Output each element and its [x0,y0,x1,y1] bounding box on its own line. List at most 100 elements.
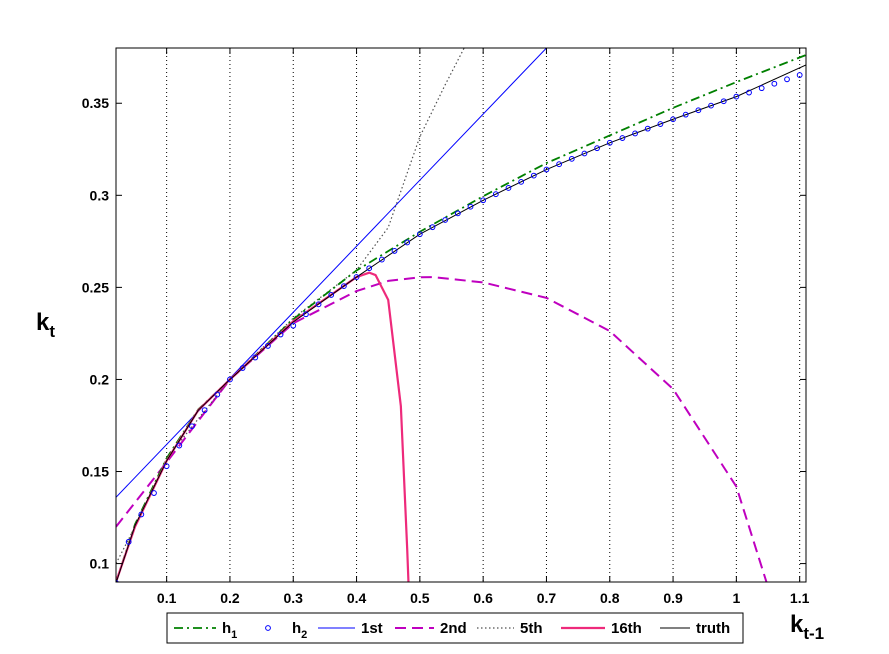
legend: h1 h2 1st 2nd 5th 16th truth [166,612,744,644]
data-point [746,89,752,96]
x-tick-label: 0.2 [220,590,240,606]
y-tick-label: 0.1 [90,556,110,572]
x-tick-label: 0.3 [284,590,304,606]
data-point [366,265,373,272]
legend-label-main: 16th [611,620,642,637]
legend-label: h2 [292,620,307,641]
legend-label: 5th [520,620,543,637]
y-axis-label-main: k [36,309,50,336]
legend-label-main: 1st [361,620,383,637]
x-tick-label: 0.6 [473,590,493,606]
legend-label: 2nd [440,620,467,637]
y-tick-label: 0.35 [82,95,109,111]
x-tick-label: 0.8 [600,590,620,606]
legend-label-main: 2nd [440,620,467,637]
data-point [214,391,221,398]
data-point [632,130,638,137]
data-point [151,490,157,496]
x-tick-label: 0.1 [157,590,177,606]
y-axis-label: kt [36,309,55,341]
data-point [277,331,284,338]
data-point [733,93,740,100]
x-tick-label: 0.5 [410,590,430,606]
legend-label: truth [696,620,730,637]
data-point [176,442,183,449]
y-tick-label: 0.15 [82,464,109,480]
data-point [315,301,322,308]
data-point [657,121,664,127]
legend-label-sub: 2 [301,629,307,641]
x-tick-label: 1.1 [790,590,810,606]
legend-label-sub: 1 [231,629,237,641]
data-point [340,283,347,289]
data-point [720,98,727,105]
data-point [606,139,613,146]
data-point [758,85,765,92]
data-point [429,224,436,231]
data-point [505,185,512,191]
data-point [416,231,423,238]
legend-box [166,612,744,644]
legend-item-1st: 1st [318,620,383,637]
data-point [353,274,360,280]
data-point [252,354,259,361]
data-point [378,256,385,263]
data-point [265,343,271,349]
x-axis-label-sub: t-1 [803,624,824,643]
x-tick-label: 0.7 [537,590,557,606]
data-point [239,365,246,371]
series-layer [116,48,806,582]
data-point [125,538,132,545]
data-point [442,217,449,223]
x-tick-label: 0.4 [347,590,367,606]
data-point [695,107,702,114]
y-axis-label-sub: t [49,322,55,341]
data-point [138,511,145,518]
data-point [771,80,778,87]
data-point [328,292,335,298]
legend-label: 1st [361,620,383,637]
legend-item-h2: h2 [265,620,307,641]
plot-background [116,48,806,582]
x-axis-label-main: k [790,611,804,638]
y-tick-label: 0.25 [82,279,109,295]
data-point [480,197,487,204]
legend-swatch [265,625,271,631]
data-point [784,76,790,83]
data-point [581,150,588,157]
data-point [391,248,398,254]
data-point [568,155,575,162]
ticks: 0.1 0.2 0.3 0.4 0.5 0.6 0.7 0.8 0.9 1 1.1 0.1 0.15 0.… [82,48,810,606]
x-tick-label: 0.9 [663,590,683,606]
data-point [163,463,170,470]
data-point [708,102,714,109]
data-point [454,210,461,217]
data-point [796,72,803,78]
data-point [303,311,309,318]
data-point [290,322,297,329]
series-h2-markers [116,72,803,582]
legend-label: 16th [611,620,642,637]
legend-item-truth: truth [660,620,730,637]
data-point [201,407,208,414]
data-point [670,116,676,123]
data-point [644,125,651,132]
legend-label-main: h [222,620,231,637]
legend-label: h1 [222,620,237,641]
y-tick-label: 0.2 [90,371,110,387]
data-point [404,239,411,246]
data-point [619,135,626,141]
legend-label-main: h [292,620,301,637]
legend-item-16th: 16th [561,620,642,637]
legend-item-2nd: 2nd [395,620,467,637]
x-axis-label: kt-1 [790,611,824,643]
data-point [543,166,550,173]
data-point [530,172,537,179]
data-point [467,203,474,210]
series-1st-line [116,48,547,498]
data-point [227,376,233,383]
plot-frame [115,47,807,583]
data-point [682,111,689,118]
legend-label-main: truth [696,620,730,637]
series-2nd-line [116,276,768,582]
